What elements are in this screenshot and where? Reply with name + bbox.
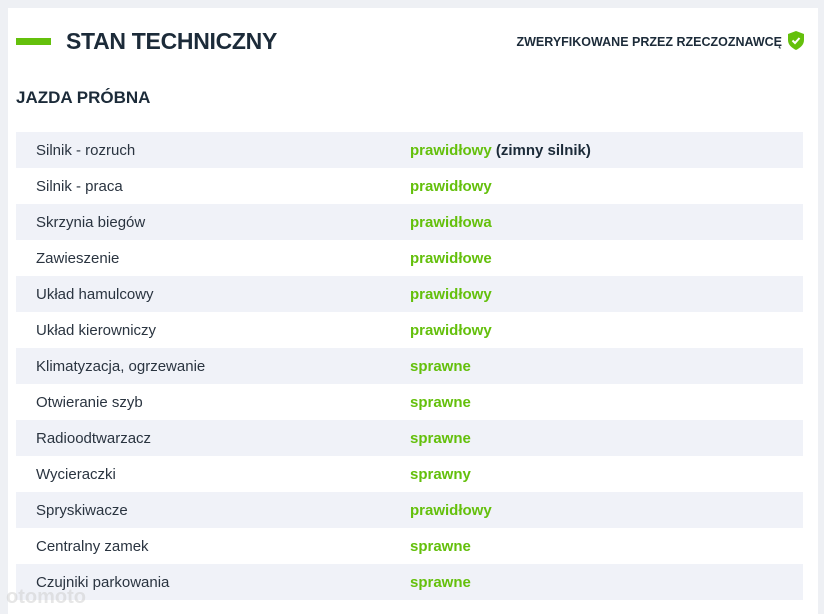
row-label: Spryskiwacze	[36, 502, 128, 519]
row-label: Wycieraczki	[36, 466, 116, 483]
row-label: Czujniki parkowania	[36, 574, 170, 591]
row-label: Centralny zamek	[36, 538, 149, 555]
status: sprawne	[410, 538, 471, 555]
status: prawidłowy	[410, 322, 492, 339]
row-value: sprawne	[410, 430, 471, 447]
row-value: sprawne	[410, 538, 471, 555]
status-note: (zimny silnik)	[495, 142, 591, 159]
table-row: Otwieranie szyb sprawne	[16, 384, 803, 420]
status: sprawne	[410, 574, 471, 591]
row-label: Zawieszenie	[36, 250, 120, 267]
table-row: Radioodtwarzacz sprawne	[16, 420, 803, 456]
table-row: Układ hamulcowy prawidłowy	[16, 276, 803, 312]
shield-icon	[788, 31, 804, 50]
status: sprawne	[410, 430, 471, 447]
status: sprawne	[410, 394, 471, 411]
status: prawidłowy	[410, 286, 492, 303]
status: prawidłowe	[410, 250, 492, 267]
accent-bar	[16, 38, 51, 45]
header-title: STAN TECHNICZNY	[66, 28, 278, 54]
section-title: JAZDA PRÓBNA	[16, 88, 151, 107]
table-row: Klimatyzacja, ogrzewanie sprawne	[16, 348, 803, 384]
row-value: prawidłowy	[410, 178, 492, 195]
status: sprawny	[410, 466, 471, 483]
row-label: Silnik - rozruch	[36, 142, 136, 159]
table-row: Czujniki parkowania sprawne	[16, 564, 803, 600]
verified-badge: ZWERYFIKOWANE PRZEZ RZECZOZNAWCĘ	[516, 35, 783, 49]
table-row: Układ kierowniczy prawidłowy	[16, 312, 803, 348]
row-value: prawidłowa	[410, 214, 492, 231]
row-value: prawidłowy (zimny silnik)	[410, 142, 591, 159]
watermark: otomoto	[6, 586, 86, 608]
status: prawidłowy	[410, 142, 492, 159]
row-value: prawidłowy	[410, 286, 492, 303]
table-row: Centralny zamek sprawne	[16, 528, 803, 564]
table-row: Wycieraczki sprawny	[16, 456, 803, 492]
row-label: Układ kierowniczy	[36, 322, 157, 339]
row-label: Otwieranie szyb	[36, 394, 143, 411]
row-label: Skrzynia biegów	[36, 214, 146, 231]
card: STAN TECHNICZNY ZWERYFIKOWANE PRZEZ RZEC…	[8, 8, 818, 614]
row-label: Silnik - praca	[36, 178, 123, 195]
table-row: Skrzynia biegów prawidłowa	[16, 204, 803, 240]
row-value: sprawny	[410, 466, 471, 483]
row-value: sprawne	[410, 394, 471, 411]
row-value: prawidłowy	[410, 322, 492, 339]
status: prawidłowy	[410, 178, 492, 195]
row-label: Radioodtwarzacz	[36, 430, 152, 447]
table-row: Silnik - praca prawidłowy	[16, 168, 803, 204]
table-row: Zawieszenie prawidłowe	[16, 240, 803, 276]
row-value: sprawne	[410, 574, 471, 591]
row-label: Układ hamulcowy	[36, 286, 154, 303]
row-label: Klimatyzacja, ogrzewanie	[36, 358, 206, 375]
row-value: prawidłowy	[410, 502, 492, 519]
status: prawidłowy	[410, 502, 492, 519]
status: prawidłowa	[410, 214, 492, 231]
status: sprawne	[410, 358, 471, 375]
row-value: sprawne	[410, 358, 471, 375]
row-value: prawidłowe	[410, 250, 492, 267]
table-row: Silnik - rozruch prawidłowy (zimny silnik…	[16, 132, 803, 168]
table-row: Spryskiwacze prawidłowy	[16, 492, 803, 528]
table: Silnik - rozruch prawidłowy (zimny silnik…	[16, 132, 803, 600]
